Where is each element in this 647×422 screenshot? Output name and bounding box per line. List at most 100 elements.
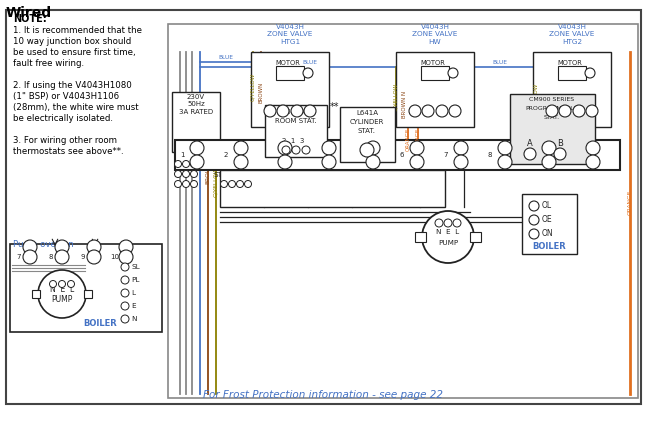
Text: BROWN N: BROWN N bbox=[402, 90, 406, 118]
Text: BLUE: BLUE bbox=[492, 60, 507, 65]
Text: C: C bbox=[365, 147, 369, 153]
Circle shape bbox=[87, 250, 101, 264]
Bar bbox=[220, 170, 445, 207]
Circle shape bbox=[182, 160, 190, 168]
Text: G/YELLOW: G/YELLOW bbox=[393, 83, 399, 111]
Circle shape bbox=[524, 148, 536, 160]
Text: MOTOR: MOTOR bbox=[276, 60, 300, 66]
Circle shape bbox=[278, 141, 292, 155]
Text: 10: 10 bbox=[573, 152, 582, 158]
Circle shape bbox=[175, 170, 182, 178]
Circle shape bbox=[119, 240, 133, 254]
Text: BLUE: BLUE bbox=[219, 55, 234, 60]
Bar bbox=[172, 92, 220, 152]
Text: be electrically isolated.: be electrically isolated. bbox=[13, 114, 113, 123]
Text: 8: 8 bbox=[49, 254, 53, 260]
Text: N: N bbox=[131, 316, 137, 322]
Bar bbox=[421, 66, 449, 80]
Text: PUMP: PUMP bbox=[438, 240, 458, 246]
Text: BROWN: BROWN bbox=[259, 81, 263, 103]
Text: 3. For wiring other room: 3. For wiring other room bbox=[13, 136, 117, 145]
Bar bbox=[32, 290, 40, 298]
Circle shape bbox=[190, 170, 197, 178]
Circle shape bbox=[586, 141, 600, 155]
Circle shape bbox=[291, 105, 303, 117]
Circle shape bbox=[264, 105, 276, 117]
Circle shape bbox=[245, 181, 252, 187]
Circle shape bbox=[422, 211, 474, 263]
Circle shape bbox=[410, 141, 424, 155]
Text: GREY: GREY bbox=[184, 114, 188, 130]
Text: 4: 4 bbox=[312, 152, 316, 158]
Bar bbox=[510, 94, 595, 164]
Circle shape bbox=[292, 146, 300, 154]
Text: T6360B: T6360B bbox=[283, 109, 309, 115]
Text: N  E  L: N E L bbox=[437, 229, 459, 235]
Text: Pump overrun: Pump overrun bbox=[13, 240, 74, 249]
Circle shape bbox=[38, 270, 86, 318]
Text: 10 way junction box should: 10 way junction box should bbox=[13, 37, 131, 46]
Circle shape bbox=[444, 219, 452, 227]
Text: For Frost Protection information - see page 22: For Frost Protection information - see p… bbox=[203, 390, 443, 400]
Circle shape bbox=[529, 215, 539, 225]
Circle shape bbox=[366, 141, 380, 155]
Text: 9: 9 bbox=[81, 254, 85, 260]
Text: 6: 6 bbox=[400, 152, 404, 158]
Circle shape bbox=[67, 281, 74, 287]
Text: thermostats see above**.: thermostats see above**. bbox=[13, 147, 124, 156]
Bar bbox=[84, 290, 92, 298]
Circle shape bbox=[454, 155, 468, 169]
Text: GREY: GREY bbox=[177, 114, 182, 130]
Circle shape bbox=[529, 201, 539, 211]
Circle shape bbox=[23, 250, 37, 264]
Circle shape bbox=[237, 181, 243, 187]
Circle shape bbox=[546, 105, 558, 117]
Bar bbox=[340, 107, 395, 162]
Circle shape bbox=[448, 68, 458, 78]
Bar bbox=[522, 194, 577, 254]
Text: 5: 5 bbox=[356, 152, 360, 158]
Circle shape bbox=[221, 181, 228, 187]
Text: 1. It is recommended that the: 1. It is recommended that the bbox=[13, 26, 142, 35]
Circle shape bbox=[87, 240, 101, 254]
Circle shape bbox=[449, 105, 461, 117]
Circle shape bbox=[182, 181, 190, 187]
Text: OL: OL bbox=[542, 201, 552, 211]
Circle shape bbox=[410, 155, 424, 169]
Circle shape bbox=[182, 170, 190, 178]
Text: L  N  E: L N E bbox=[182, 144, 204, 150]
Circle shape bbox=[121, 263, 129, 271]
Text: G/YELLOW: G/YELLOW bbox=[214, 167, 219, 197]
Circle shape bbox=[435, 219, 443, 227]
Text: (28mm), the white wire must: (28mm), the white wire must bbox=[13, 103, 138, 112]
Text: **: ** bbox=[330, 102, 340, 112]
Circle shape bbox=[585, 68, 595, 78]
Circle shape bbox=[498, 155, 512, 169]
Text: L: L bbox=[131, 290, 135, 296]
Circle shape bbox=[322, 141, 336, 155]
Text: BLUE: BLUE bbox=[197, 114, 203, 130]
Text: fault free wiring.: fault free wiring. bbox=[13, 59, 84, 68]
Text: ORANGE: ORANGE bbox=[406, 127, 410, 151]
Circle shape bbox=[304, 105, 316, 117]
Circle shape bbox=[409, 105, 421, 117]
Circle shape bbox=[190, 141, 204, 155]
Text: N-L: N-L bbox=[222, 172, 232, 177]
Text: 9: 9 bbox=[532, 152, 536, 158]
Circle shape bbox=[55, 240, 69, 254]
Bar bbox=[415, 232, 426, 242]
Circle shape bbox=[282, 146, 290, 154]
Text: Wired: Wired bbox=[6, 6, 52, 20]
Text: 2: 2 bbox=[224, 152, 228, 158]
Circle shape bbox=[121, 276, 129, 284]
Bar bbox=[251, 52, 329, 127]
Bar bbox=[168, 24, 638, 398]
Text: B: B bbox=[557, 140, 563, 149]
Circle shape bbox=[190, 155, 204, 169]
Text: 1: 1 bbox=[180, 152, 184, 158]
Circle shape bbox=[121, 289, 129, 297]
Text: ORANGE: ORANGE bbox=[415, 127, 421, 151]
Circle shape bbox=[436, 105, 448, 117]
Circle shape bbox=[498, 141, 512, 155]
Text: V4043H
ZONE VALVE
HTG1: V4043H ZONE VALVE HTG1 bbox=[267, 24, 313, 45]
